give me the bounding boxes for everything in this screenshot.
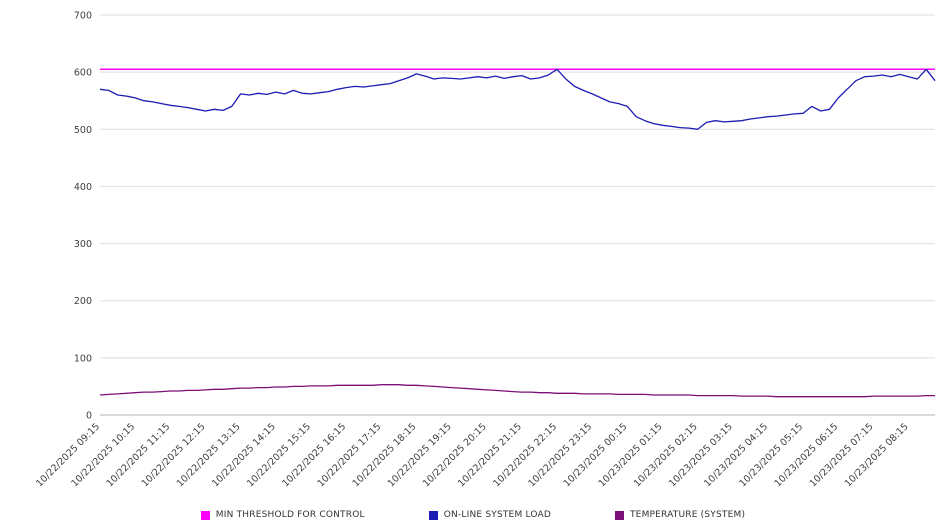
legend-label-temperature: TEMPERATURE (SYSTEM) bbox=[629, 510, 746, 520]
x-tick-label: 10/22/2025 23:15 bbox=[526, 421, 594, 489]
series-line-2 bbox=[99, 384, 935, 398]
x-tick-label: 10/23/2025 00:15 bbox=[562, 421, 630, 489]
x-tick-label: 10/22/2025 10:15 bbox=[69, 421, 137, 489]
legend-item-temperature: TEMPERATURE (SYSTEM) bbox=[614, 510, 746, 520]
x-tick-label: 10/22/2025 22:15 bbox=[491, 421, 559, 489]
x-tick-label: 10/22/2025 20:15 bbox=[421, 421, 489, 489]
y-tick-label: 700 bbox=[74, 11, 92, 22]
y-tick-label: 300 bbox=[74, 239, 92, 250]
series-line-1 bbox=[99, 68, 936, 130]
x-tick-label: 10/22/2025 13:15 bbox=[175, 421, 243, 489]
y-tick-label: 0 bbox=[86, 411, 92, 422]
y-tick-label: 100 bbox=[74, 353, 92, 364]
x-tick-label: 10/22/2025 12:15 bbox=[140, 421, 208, 489]
y-tick-label: 400 bbox=[74, 182, 92, 193]
chart-legend: MIN THRESHOLD FOR CONTROL ON-LINE SYSTEM… bbox=[0, 510, 946, 520]
legend-item-system-load: ON-LINE SYSTEM LOAD bbox=[428, 510, 551, 520]
x-tick-label: 10/23/2025 05:15 bbox=[737, 421, 805, 489]
legend-label-system-load: ON-LINE SYSTEM LOAD bbox=[443, 510, 551, 520]
legend-label-min-threshold: MIN THRESHOLD FOR CONTROL bbox=[215, 510, 365, 520]
legend-item-min-threshold: MIN THRESHOLD FOR CONTROL bbox=[200, 510, 365, 520]
x-tick-label: 10/22/2025 21:15 bbox=[456, 421, 524, 489]
y-tick-label: 500 bbox=[74, 125, 92, 136]
x-tick-label: 10/22/2025 11:15 bbox=[104, 421, 172, 489]
legend-swatch-temperature bbox=[614, 510, 624, 520]
x-tick-label: 10/22/2025 17:15 bbox=[315, 421, 383, 489]
x-tick-label: 10/23/2025 04:15 bbox=[702, 421, 770, 489]
x-tick-label: 10/22/2025 15:15 bbox=[245, 421, 313, 489]
x-tick-label: 10/22/2025 09:15 bbox=[34, 421, 102, 489]
y-tick-label: 200 bbox=[74, 296, 92, 307]
x-tick-label: 10/23/2025 03:15 bbox=[667, 421, 735, 489]
x-tick-label: 10/23/2025 07:15 bbox=[808, 421, 876, 489]
legend-swatch-min-threshold bbox=[200, 510, 210, 520]
y-tick-label: 600 bbox=[74, 68, 92, 79]
x-tick-label: 10/22/2025 14:15 bbox=[210, 421, 278, 489]
x-tick-label: 10/23/2025 02:15 bbox=[632, 421, 700, 489]
x-tick-label: 10/22/2025 18:15 bbox=[351, 421, 419, 489]
x-tick-label: 10/22/2025 16:15 bbox=[280, 421, 348, 489]
x-tick-label: 10/23/2025 08:15 bbox=[843, 421, 911, 489]
x-tick-label: 10/23/2025 06:15 bbox=[772, 421, 840, 489]
x-tick-label: 10/23/2025 01:15 bbox=[597, 421, 665, 489]
x-tick-label: 10/22/2025 19:15 bbox=[386, 421, 454, 489]
legend-swatch-system-load bbox=[428, 510, 438, 520]
